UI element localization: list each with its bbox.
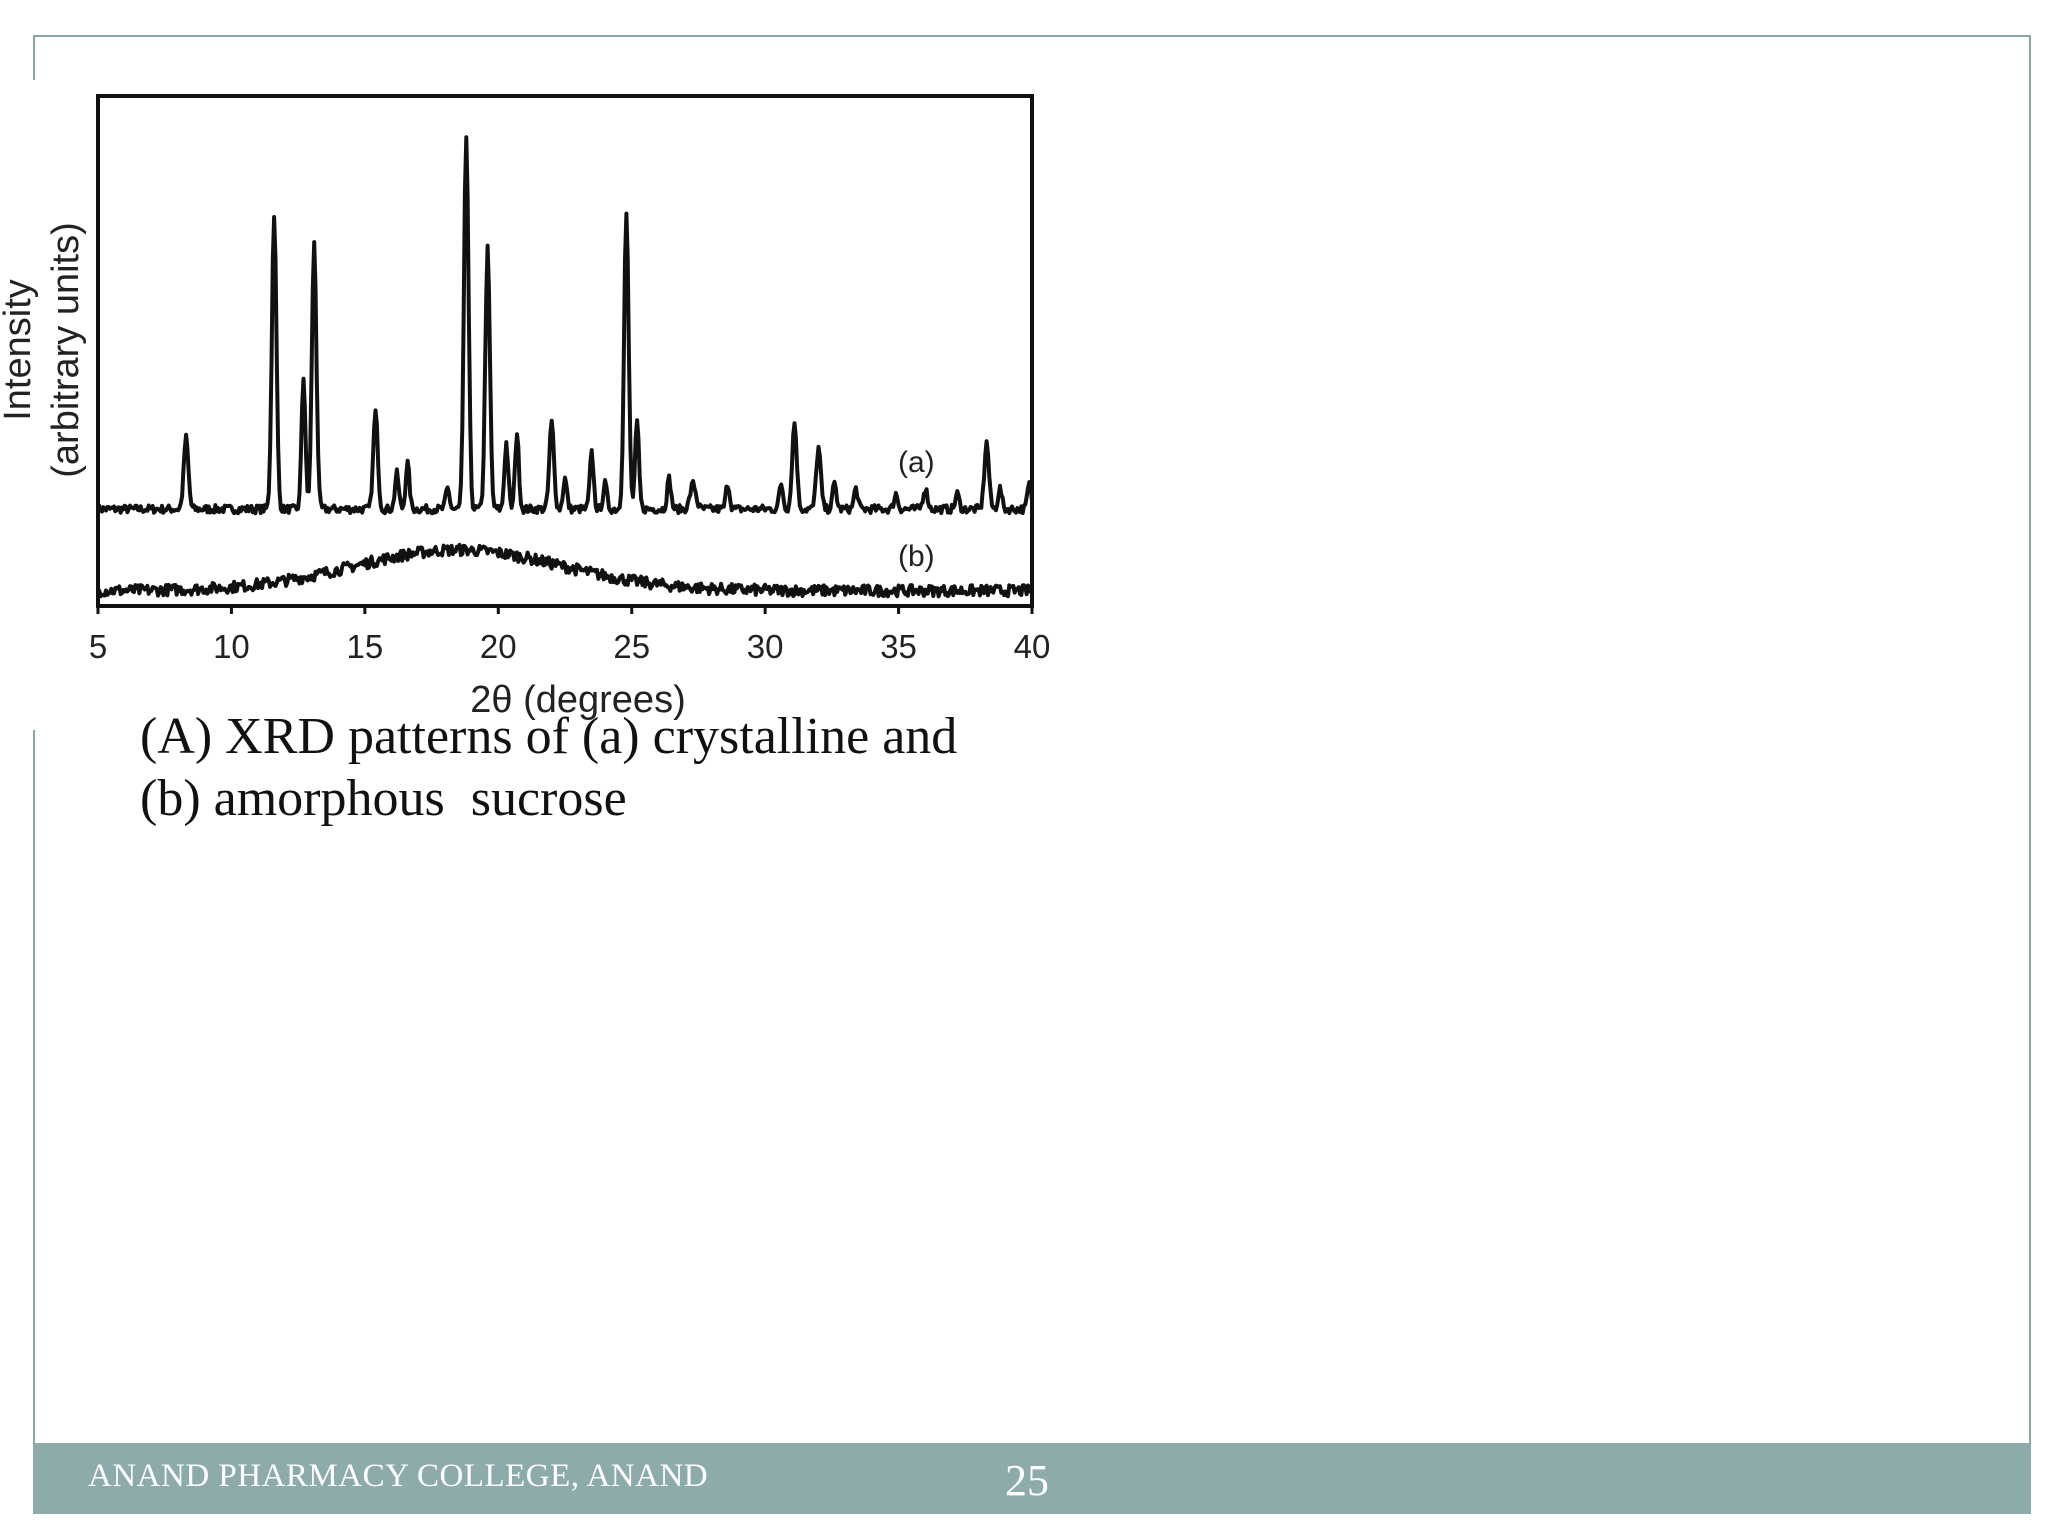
- x-tick-label: 10: [213, 628, 250, 665]
- x-axis-title: 2θ (degrees): [470, 679, 685, 721]
- footer-bar: [33, 1443, 2031, 1514]
- plot-area-frame: [96, 94, 1034, 608]
- series-line-a: [96, 135, 1034, 516]
- x-tick-label: 40: [1014, 628, 1051, 665]
- y-axis-title-line2: (arbitrary units): [45, 222, 87, 478]
- caption-line-1: (A) XRD patterns of (a) crystalline and: [140, 708, 958, 765]
- x-tick-label: 5: [89, 628, 107, 665]
- series-line-b: [96, 542, 1034, 599]
- x-tick-label: 15: [346, 628, 383, 665]
- series-group: [96, 135, 1034, 599]
- series-label-a: (a): [898, 446, 935, 479]
- x-ticks: 5 10 15 20 25 30 35 40: [89, 606, 1051, 665]
- caption-line-2: (b) amorphous sucrose: [140, 770, 627, 827]
- footer-page-number: 25: [1005, 1456, 1049, 1505]
- x-tick-label: 35: [880, 628, 917, 665]
- frame-gap: [28, 80, 38, 730]
- footer-college-name: ANAND PHARMACY COLLEGE, ANAND: [88, 1458, 709, 1494]
- x-tick-label: 30: [747, 628, 784, 665]
- xrd-chart: 5 10 15 20 25 30 35 40 (a) (b) 2θ (degrees) Int…: [0, 94, 1051, 721]
- series-label-b: (b): [898, 540, 935, 573]
- y-axis-title-line1: Intensity: [0, 279, 39, 421]
- figure-caption: (A) XRD patterns of (a) crystalline and …: [140, 706, 1140, 830]
- x-tick-label: 20: [480, 628, 517, 665]
- x-tick-label: 25: [613, 628, 650, 665]
